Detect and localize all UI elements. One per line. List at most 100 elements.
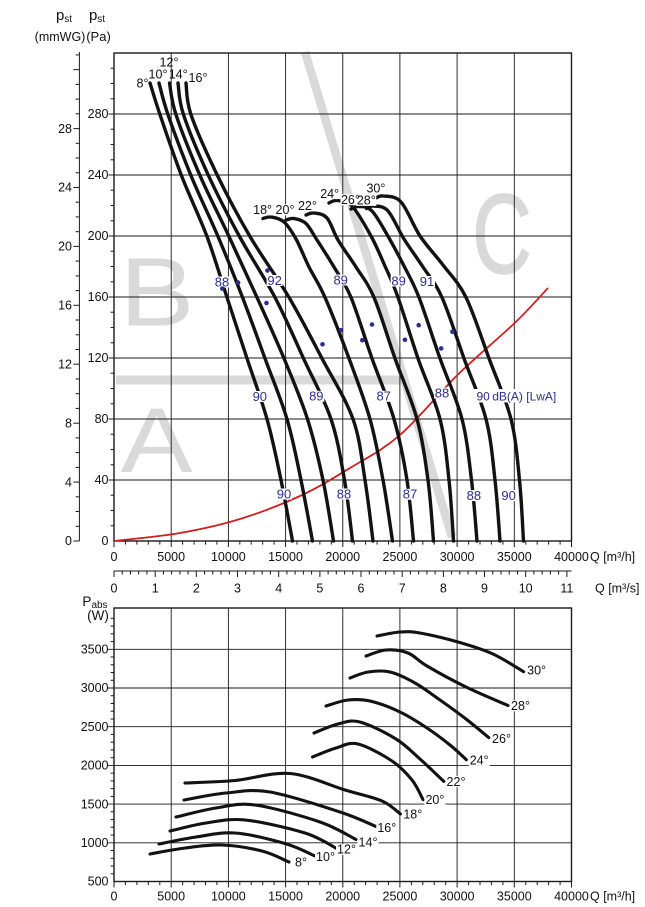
svg-text:1500: 1500 — [81, 797, 109, 811]
svg-text:120: 120 — [88, 351, 109, 365]
svg-text:89: 89 — [333, 272, 347, 287]
svg-text:28°: 28° — [511, 699, 530, 713]
svg-text:25000: 25000 — [383, 550, 418, 564]
svg-text:18°: 18° — [403, 808, 422, 822]
svg-text:Q [m³/h]: Q [m³/h] — [590, 890, 635, 904]
svg-text:22°: 22° — [298, 199, 317, 213]
svg-text:14°: 14° — [359, 835, 378, 849]
svg-text:1000: 1000 — [81, 836, 109, 850]
svg-text:(mmWG): (mmWG) — [35, 30, 86, 44]
svg-text:92: 92 — [267, 273, 281, 288]
svg-text:9: 9 — [481, 582, 488, 596]
svg-text:10000: 10000 — [211, 550, 246, 564]
svg-text:90 dB(A) [LwA]: 90 dB(A) [LwA] — [477, 390, 557, 404]
svg-text:6: 6 — [358, 582, 365, 596]
svg-text:0: 0 — [102, 534, 109, 548]
svg-text:40000: 40000 — [554, 550, 589, 564]
svg-text:4: 4 — [275, 582, 282, 596]
svg-text:20000: 20000 — [325, 550, 360, 564]
svg-text:280: 280 — [88, 107, 109, 121]
svg-text:89: 89 — [309, 389, 323, 404]
svg-text:0: 0 — [111, 582, 118, 596]
svg-text:28°: 28° — [357, 194, 376, 208]
svg-text:C: C — [472, 170, 532, 297]
svg-text:88: 88 — [215, 274, 229, 289]
svg-text:(W): (W) — [87, 608, 109, 623]
svg-text:88: 88 — [467, 488, 481, 503]
svg-text:88: 88 — [337, 486, 351, 501]
svg-text:160: 160 — [88, 290, 109, 304]
svg-text:(Pa): (Pa) — [86, 29, 111, 44]
svg-text:87: 87 — [376, 389, 390, 404]
svg-text:1: 1 — [152, 582, 159, 596]
svg-text:0: 0 — [111, 890, 118, 904]
svg-text:87: 87 — [403, 487, 417, 502]
svg-text:8: 8 — [440, 582, 447, 596]
svg-text:25000: 25000 — [383, 890, 418, 904]
svg-text:40: 40 — [95, 473, 109, 487]
svg-text:30000: 30000 — [440, 890, 475, 904]
svg-text:90: 90 — [277, 486, 291, 501]
svg-text:3: 3 — [234, 582, 241, 596]
svg-text:26°: 26° — [341, 193, 360, 207]
svg-text:16: 16 — [58, 299, 72, 313]
svg-text:11: 11 — [560, 582, 573, 596]
svg-text:20°: 20° — [276, 203, 295, 217]
svg-text:24°: 24° — [470, 754, 489, 768]
svg-text:200: 200 — [88, 229, 109, 243]
svg-text:5: 5 — [316, 582, 323, 596]
svg-text:0: 0 — [65, 534, 72, 548]
svg-text:7: 7 — [399, 582, 406, 596]
svg-text:Q [m³/s]: Q [m³/s] — [595, 582, 639, 596]
svg-text:3000: 3000 — [81, 681, 109, 695]
svg-text:5000: 5000 — [157, 890, 185, 904]
svg-text:35000: 35000 — [497, 890, 532, 904]
svg-text:22°: 22° — [447, 775, 466, 789]
svg-text:Q [m³/h]: Q [m³/h] — [590, 550, 635, 564]
svg-text:8: 8 — [65, 416, 72, 430]
svg-text:10000: 10000 — [211, 890, 246, 904]
svg-text:24°: 24° — [320, 187, 339, 201]
svg-text:24: 24 — [58, 181, 72, 195]
svg-text:500: 500 — [88, 875, 109, 889]
svg-text:90: 90 — [501, 488, 515, 503]
svg-text:15000: 15000 — [268, 550, 303, 564]
svg-text:20000: 20000 — [325, 890, 360, 904]
svg-text:26°: 26° — [492, 732, 511, 746]
svg-text:B: B — [119, 239, 194, 347]
svg-text:91: 91 — [420, 274, 434, 289]
svg-text:5000: 5000 — [157, 550, 185, 564]
svg-text:16°: 16° — [377, 821, 396, 835]
svg-text:18°: 18° — [253, 203, 272, 217]
svg-text:12°: 12° — [337, 843, 356, 857]
svg-text:16°: 16° — [189, 71, 208, 85]
svg-text:80: 80 — [95, 412, 109, 426]
svg-text:10°: 10° — [316, 850, 335, 864]
svg-text:40000: 40000 — [554, 890, 589, 904]
svg-text:35000: 35000 — [497, 550, 532, 564]
svg-text:20: 20 — [58, 240, 72, 254]
svg-text:15000: 15000 — [268, 890, 303, 904]
svg-text:3500: 3500 — [81, 643, 109, 657]
svg-text:2000: 2000 — [81, 759, 109, 773]
svg-text:90: 90 — [253, 389, 267, 404]
svg-text:14°: 14° — [169, 67, 188, 81]
svg-text:10: 10 — [519, 582, 533, 596]
svg-text:30°: 30° — [366, 181, 385, 195]
svg-text:30000: 30000 — [440, 550, 475, 564]
svg-text:2: 2 — [193, 582, 200, 596]
svg-text:4: 4 — [65, 475, 72, 489]
svg-text:12: 12 — [58, 357, 72, 371]
svg-text:0: 0 — [111, 550, 118, 564]
svg-text:8°: 8° — [137, 77, 149, 91]
svg-text:20°: 20° — [425, 793, 444, 807]
svg-text:A: A — [121, 389, 193, 492]
svg-text:2500: 2500 — [81, 720, 109, 734]
svg-text:10°: 10° — [149, 68, 168, 82]
svg-text:89: 89 — [391, 273, 405, 288]
svg-text:28: 28 — [58, 122, 72, 136]
svg-text:88: 88 — [435, 385, 449, 400]
svg-text:30°: 30° — [527, 664, 546, 678]
svg-text:240: 240 — [88, 168, 109, 182]
svg-text:12°: 12° — [160, 56, 179, 70]
